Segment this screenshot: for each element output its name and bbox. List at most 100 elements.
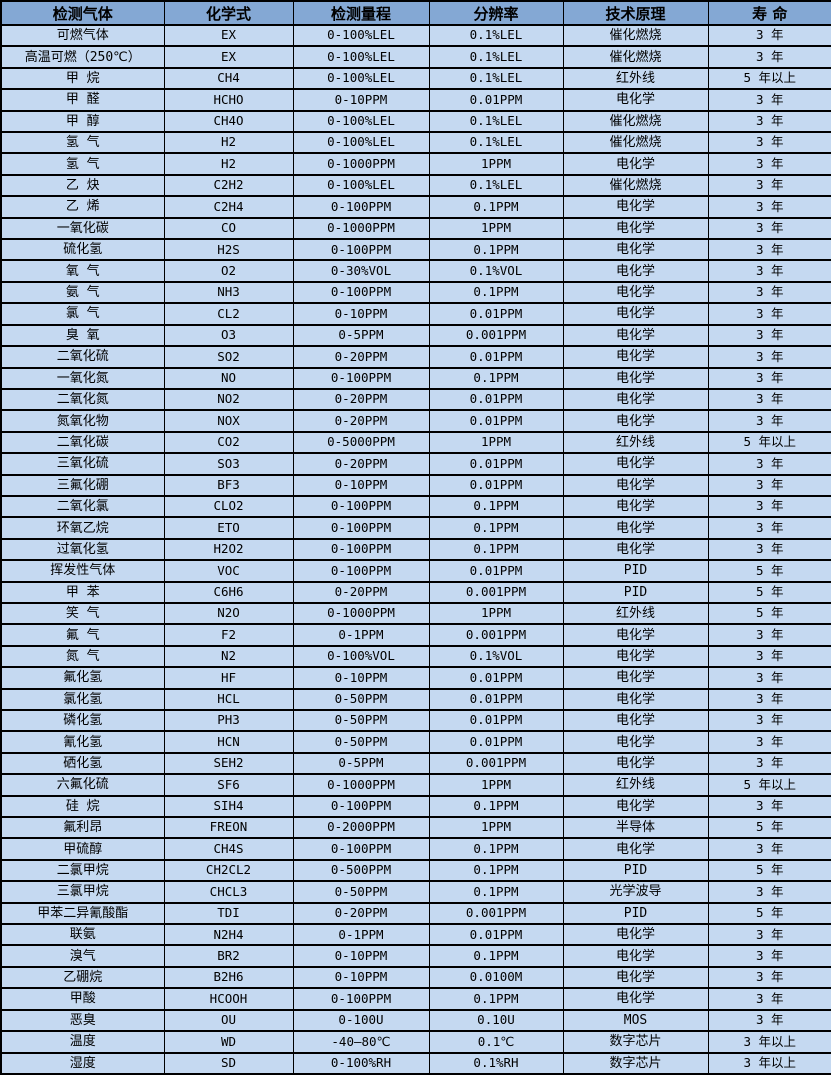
cell-gas: 笑 气 xyxy=(0,601,165,626)
cell-range: 0-20PPM xyxy=(292,387,430,412)
cell-lifespan: 3 年 xyxy=(707,623,831,647)
table-row: 氯 气 CL2 0-10PPM 0.01PPM 电化学 3 年 xyxy=(0,302,831,326)
cell-range: 0-100%LEL xyxy=(292,109,430,134)
cell-resolution: 0.1PPM xyxy=(428,280,564,305)
cell-resolution: 0.01PPM xyxy=(428,452,564,476)
table-row: 氮氧化物 NOX 0-20PPM 0.01PPM 电化学 3 年 xyxy=(0,409,831,433)
cell-principle: 电化学 xyxy=(562,216,709,241)
cell-formula: H2S xyxy=(163,238,294,262)
cell-lifespan: 3 年 xyxy=(707,323,831,348)
cell-gas: 二氯甲烷 xyxy=(0,858,165,883)
cell-lifespan: 3 年 xyxy=(707,259,831,283)
cell-gas: 硫化氢 xyxy=(0,238,165,262)
cell-lifespan: 3 年 xyxy=(707,173,831,198)
cell-lifespan: 3 年 xyxy=(707,751,831,776)
cell-resolution: 0.1PPM xyxy=(428,944,564,968)
cell-lifespan: 3 年 xyxy=(707,708,831,733)
cell-gas: 溴气 xyxy=(0,944,165,968)
cell-range: 0-2000PPM xyxy=(292,816,430,840)
cell-resolution: 0.1PPM xyxy=(428,494,564,519)
cell-lifespan: 3 年 xyxy=(707,923,831,947)
col-header-principle: 技术原理 xyxy=(562,0,709,26)
cell-resolution: 0.001PPM xyxy=(428,323,564,348)
cell-lifespan: 3 年 xyxy=(707,216,831,241)
cell-range: 0-100PPM xyxy=(292,280,430,305)
cell-principle: 电化学 xyxy=(562,238,709,262)
cell-lifespan: 3 年 xyxy=(707,644,831,669)
cell-principle: 电化学 xyxy=(562,516,709,540)
cell-lifespan: 3 年 xyxy=(707,409,831,433)
cell-gas: 甲 醇 xyxy=(0,109,165,134)
cell-resolution: 0.01PPM xyxy=(428,730,564,754)
cell-range: 0-1000PPM xyxy=(292,216,430,241)
table-row: 环氧乙烷 ETO 0-100PPM 0.1PPM 电化学 3 年 xyxy=(0,516,831,540)
cell-gas: 氮氧化物 xyxy=(0,409,165,433)
cell-gas: 温度 xyxy=(0,1030,165,1054)
cell-formula: C6H6 xyxy=(163,580,294,604)
cell-gas: 三氟化硼 xyxy=(0,473,165,497)
cell-gas: 氟 气 xyxy=(0,623,165,647)
cell-gas: 氮 气 xyxy=(0,644,165,669)
table-row: 甲酸 HCOOH 0-100PPM 0.1PPM 电化学 3 年 xyxy=(0,987,831,1011)
cell-gas: 磷化氢 xyxy=(0,708,165,733)
cell-range: 0-10PPM xyxy=(292,88,430,112)
cell-range: 0-10PPM xyxy=(292,302,430,326)
cell-resolution: 0.1PPM xyxy=(428,794,564,819)
table-row: 笑 气 N2O 0-1000PPM 1PPM 红外线 5 年 xyxy=(0,601,831,626)
cell-range: 0-5PPM xyxy=(292,751,430,776)
cell-gas: 氯 气 xyxy=(0,302,165,326)
cell-gas: 氟利昂 xyxy=(0,816,165,840)
cell-principle: 催化燃烧 xyxy=(562,109,709,134)
cell-range: 0-100PPM xyxy=(292,516,430,540)
cell-lifespan: 3 年 xyxy=(707,965,831,990)
cell-resolution: 0.0100M xyxy=(428,965,564,990)
cell-principle: 数字芯片 xyxy=(562,1030,709,1054)
cell-formula: H2 xyxy=(163,152,294,176)
cell-lifespan: 3 年 xyxy=(707,109,831,134)
cell-lifespan: 3 年 xyxy=(707,302,831,326)
cell-formula: CH4 xyxy=(163,66,294,91)
table-row: 恶臭 OU 0-100U 0.10U MOS 3 年 xyxy=(0,1008,831,1033)
cell-range: 0-5PPM xyxy=(292,323,430,348)
table-row: 三氧化硫 SO3 0-20PPM 0.01PPM 电化学 3 年 xyxy=(0,452,831,476)
cell-formula: NH3 xyxy=(163,280,294,305)
table-row: 硅 烷 SIH4 0-100PPM 0.1PPM 电化学 3 年 xyxy=(0,794,831,819)
table-row: 三氯甲烷 CHCL3 0-50PPM 0.1PPM 光学波导 3 年 xyxy=(0,880,831,904)
cell-resolution: 0.1%LEL xyxy=(428,131,564,155)
cell-range: 0-100PPM xyxy=(292,987,430,1011)
cell-formula: F2 xyxy=(163,623,294,647)
cell-principle: PID xyxy=(562,858,709,883)
cell-resolution: 0.10U xyxy=(428,1008,564,1033)
cell-range: 0-100U xyxy=(292,1008,430,1033)
cell-range: 0-100PPM xyxy=(292,837,430,861)
cell-resolution: 0.1PPM xyxy=(428,366,564,390)
table-row: 甲 醇 CH4O 0-100%LEL 0.1%LEL 催化燃烧 3 年 xyxy=(0,109,831,134)
cell-lifespan: 5 年 xyxy=(707,858,831,883)
cell-lifespan: 3 年 xyxy=(707,280,831,305)
cell-gas: 环氧乙烷 xyxy=(0,516,165,540)
cell-formula: O2 xyxy=(163,259,294,283)
cell-lifespan: 3 年 xyxy=(707,537,831,562)
cell-range: 0-100%LEL xyxy=(292,173,430,198)
cell-gas: 乙 烯 xyxy=(0,195,165,219)
cell-resolution: 0.1PPM xyxy=(428,537,564,562)
cell-range: 0-1000PPM xyxy=(292,601,430,626)
cell-principle: 光学波导 xyxy=(562,880,709,904)
cell-formula: NOX xyxy=(163,409,294,433)
cell-resolution: 0.001PPM xyxy=(428,623,564,647)
cell-principle: MOS xyxy=(562,1008,709,1033)
table-row: 乙 烯 C2H4 0-100PPM 0.1PPM 电化学 3 年 xyxy=(0,195,831,219)
cell-principle: 电化学 xyxy=(562,366,709,390)
cell-resolution: 0.1PPM xyxy=(428,195,564,219)
cell-principle: 电化学 xyxy=(562,302,709,326)
cell-principle: 催化燃烧 xyxy=(562,131,709,155)
cell-formula: C2H2 xyxy=(163,173,294,198)
cell-range: 0-20PPM xyxy=(292,901,430,926)
cell-range: 0-20PPM xyxy=(292,580,430,604)
table-row: 一氧化碳 CO 0-1000PPM 1PPM 电化学 3 年 xyxy=(0,216,831,241)
cell-lifespan: 3 年 xyxy=(707,88,831,112)
cell-lifespan: 3 年 xyxy=(707,366,831,390)
cell-principle: 电化学 xyxy=(562,730,709,754)
cell-formula: CHCL3 xyxy=(163,880,294,904)
cell-lifespan: 3 年 xyxy=(707,238,831,262)
